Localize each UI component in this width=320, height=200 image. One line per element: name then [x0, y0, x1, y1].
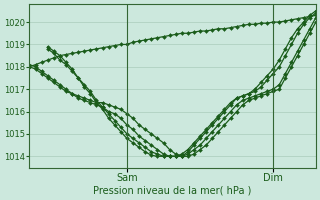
X-axis label: Pression niveau de la mer( hPa ): Pression niveau de la mer( hPa ) — [93, 186, 252, 196]
